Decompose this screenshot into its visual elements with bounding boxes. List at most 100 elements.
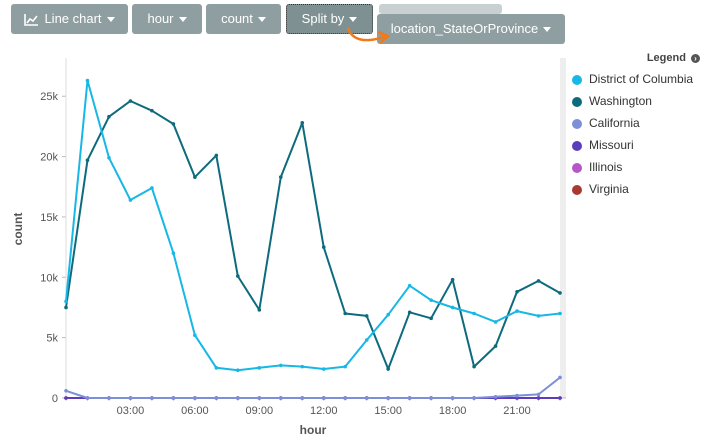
data-point (150, 396, 154, 400)
legend-dot (572, 162, 582, 173)
x-tick-label: 12:00 (310, 405, 338, 417)
data-point (429, 396, 433, 400)
data-point (64, 396, 68, 400)
series-line-california (65, 376, 561, 399)
data-point (536, 314, 541, 318)
legend-label: Washington (589, 94, 652, 108)
y-tick-label: 10k (40, 272, 58, 284)
x-axis-title: hour (300, 423, 327, 437)
chevron-down-icon (257, 17, 266, 23)
data-point (300, 396, 305, 400)
annotation-arrowhead (377, 30, 391, 44)
chevron-down-icon (106, 17, 115, 23)
data-point (107, 114, 111, 119)
data-point (236, 396, 240, 400)
data-point (515, 289, 519, 294)
series-line-washington (65, 100, 561, 370)
series-line-district-of-columbia (65, 79, 561, 372)
y-tick-label: 25k (40, 91, 58, 103)
data-point (493, 394, 498, 399)
legend-dot (572, 96, 582, 107)
data-point (493, 344, 498, 348)
data-point (386, 367, 390, 371)
split-by-button[interactable]: Split by (286, 4, 373, 34)
data-point (472, 396, 476, 400)
legend-dot (572, 184, 582, 195)
data-point (171, 122, 176, 126)
data-point (85, 396, 90, 400)
data-point (536, 392, 541, 397)
legend-label: Virginia (589, 182, 629, 196)
split-field-label: location_StateOrProvince (390, 21, 539, 36)
data-point (214, 153, 219, 158)
data-point (515, 393, 519, 398)
line-chart-icon (24, 13, 39, 26)
chevron-down-icon (178, 17, 187, 23)
data-point (278, 396, 283, 400)
chart-type-button[interactable]: Line chart (11, 4, 128, 34)
data-point (128, 99, 133, 103)
data-point (321, 367, 326, 371)
data-point (85, 158, 90, 162)
legend-item[interactable]: Illinois (572, 156, 702, 178)
data-point (450, 277, 455, 282)
plot-edge (560, 58, 566, 398)
legend-label: California (589, 116, 640, 130)
legend-item[interactable]: California (572, 112, 702, 134)
data-point (364, 396, 369, 400)
data-point (214, 396, 219, 400)
legend-label: District of Columbia (589, 72, 694, 86)
data-point (558, 375, 562, 380)
legend-item[interactable]: Missouri (572, 134, 702, 156)
legend-item[interactable]: Washington (572, 90, 702, 112)
split-field-button[interactable]: location_StateOrProvince (377, 14, 565, 44)
arrow-right-icon[interactable]: › (691, 53, 700, 63)
legend-dot (572, 118, 582, 129)
chart-type-label: Line chart (44, 11, 102, 26)
data-point (85, 78, 90, 83)
data-point (364, 314, 369, 318)
data-point (364, 338, 369, 342)
data-point (150, 108, 154, 113)
data-point (257, 396, 262, 400)
chevron-down-icon (349, 17, 358, 23)
data-point (472, 364, 476, 369)
legend-dot (572, 140, 582, 151)
annotation-arrow (346, 27, 387, 42)
data-point (171, 251, 176, 255)
data-point (257, 308, 262, 312)
x-tick-label: 06:00 (181, 405, 209, 417)
data-point (558, 291, 562, 295)
x-field-button[interactable]: hour (132, 4, 202, 34)
data-point (386, 312, 390, 317)
data-point (236, 274, 240, 278)
split-dropdown-shadow (379, 4, 502, 14)
legend-item[interactable]: Virginia (572, 178, 702, 200)
data-point (386, 396, 390, 400)
data-point (343, 311, 348, 316)
x-tick-label: 09:00 (246, 405, 274, 417)
x-tick-label: 15:00 (374, 405, 402, 417)
data-point (64, 388, 68, 393)
legend-title[interactable]: Legend › (572, 52, 702, 64)
data-point (407, 283, 412, 288)
y-tick-label: 5k (46, 333, 58, 345)
data-point (128, 396, 133, 400)
x-tick-label: 03:00 (117, 405, 145, 417)
split-by-label: Split by (301, 11, 345, 26)
data-point (64, 299, 68, 304)
data-point (321, 245, 326, 249)
data-point (150, 186, 154, 190)
data-point (429, 316, 433, 321)
y-field-button[interactable]: count (206, 4, 281, 34)
data-point (558, 396, 562, 400)
data-point (107, 155, 111, 160)
x-tick-label: 18:00 (439, 405, 467, 417)
legend: Legend › District of Columbia Washington C… (572, 52, 702, 200)
data-point (321, 396, 326, 400)
data-point (515, 309, 519, 313)
legend-item[interactable]: District of Columbia (572, 68, 702, 90)
data-point (193, 175, 197, 179)
legend-label: Illinois (589, 160, 623, 174)
x-field-label: hour (147, 11, 174, 26)
